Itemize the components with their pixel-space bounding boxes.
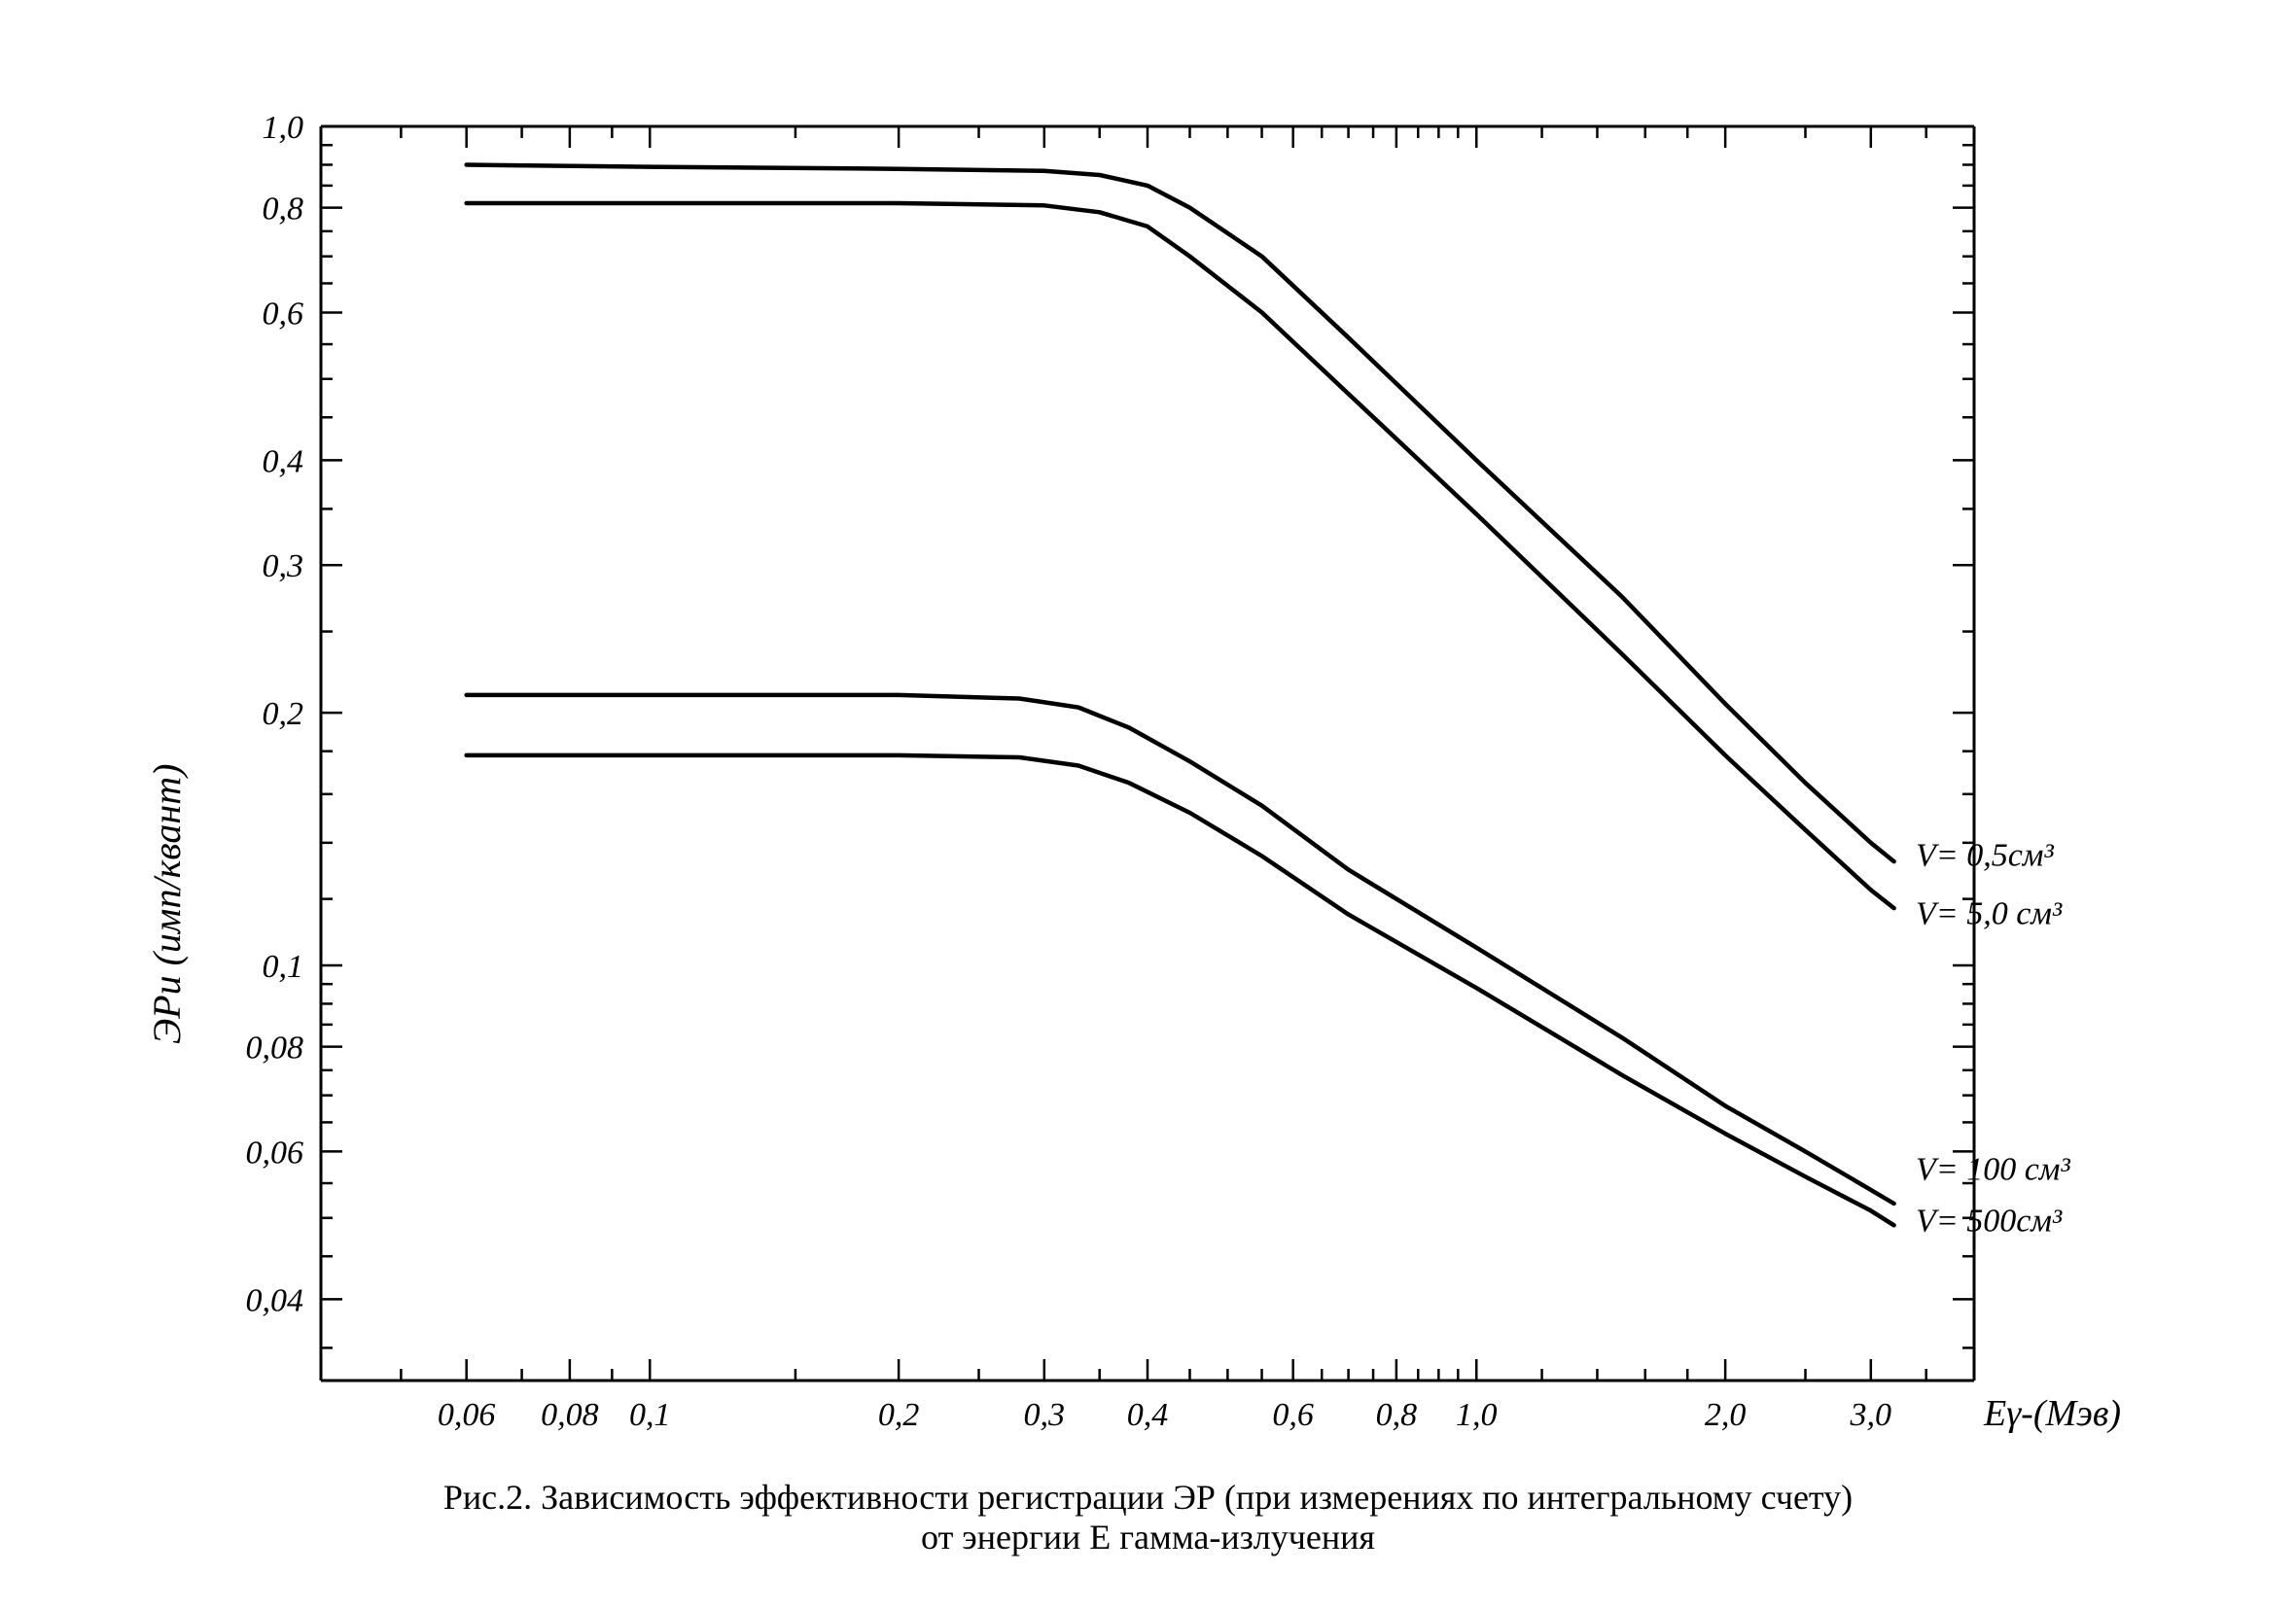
x-tick-label: 1,0: [1456, 1397, 1498, 1433]
y-tick-label: 0,4: [263, 443, 304, 479]
x-tick-label: 0,3: [1024, 1397, 1066, 1433]
x-tick-label: 2,0: [1705, 1397, 1747, 1433]
series-V=100cm3: [467, 695, 1894, 1204]
caption-line-2: от энергии Е гамма-излучения: [921, 1518, 1375, 1557]
series-label: V= 0,5см³: [1916, 837, 2055, 873]
caption-line-1: Рис.2. Зависимость эффективности регистр…: [443, 1478, 1853, 1517]
y-tick-label: 0,2: [263, 696, 304, 732]
x-tick-label: 0,8: [1376, 1397, 1418, 1433]
series-label: V= 500см³: [1916, 1204, 2063, 1240]
y-tick-label: 0,3: [263, 548, 304, 584]
x-tick-label: 0,6: [1272, 1397, 1314, 1433]
series-label: V= 100 см³: [1916, 1152, 2071, 1188]
y-axis-label: ЭРи (имп/квант): [145, 764, 189, 1044]
y-tick-label: 0,8: [263, 192, 304, 227]
y-tick-label: 0,04: [246, 1282, 304, 1318]
series-V=500cm3: [467, 755, 1894, 1225]
x-tick-label: 0,06: [438, 1397, 496, 1433]
x-tick-label: 0,4: [1127, 1397, 1169, 1433]
x-tick-label: 0,1: [629, 1397, 671, 1433]
figure-caption: Рис.2. Зависимость эффективности регистр…: [0, 1478, 2296, 1558]
x-axis-label: Eγ-(Мэв): [1983, 1393, 2121, 1434]
x-tick-label: 0,08: [541, 1397, 599, 1433]
y-tick-label: 0,6: [263, 296, 304, 332]
y-tick-label: 0,06: [246, 1135, 304, 1171]
series-V=5.0cm3: [467, 203, 1894, 908]
y-tick-label: 1,0: [263, 110, 304, 146]
x-tick-label: 3,0: [1850, 1397, 1892, 1433]
y-tick-label: 0,1: [263, 949, 304, 985]
efficiency-chart: 0,04 0,06 0,08 0,1 0,2 0,3 0,4 0,6 0,8 1,0 0,06 0,0…: [0, 0, 2296, 1458]
x-tick-label: 0,2: [878, 1397, 920, 1433]
series-label: V= 5,0 см³: [1916, 896, 2063, 932]
y-tick-label: 0,08: [246, 1031, 304, 1067]
